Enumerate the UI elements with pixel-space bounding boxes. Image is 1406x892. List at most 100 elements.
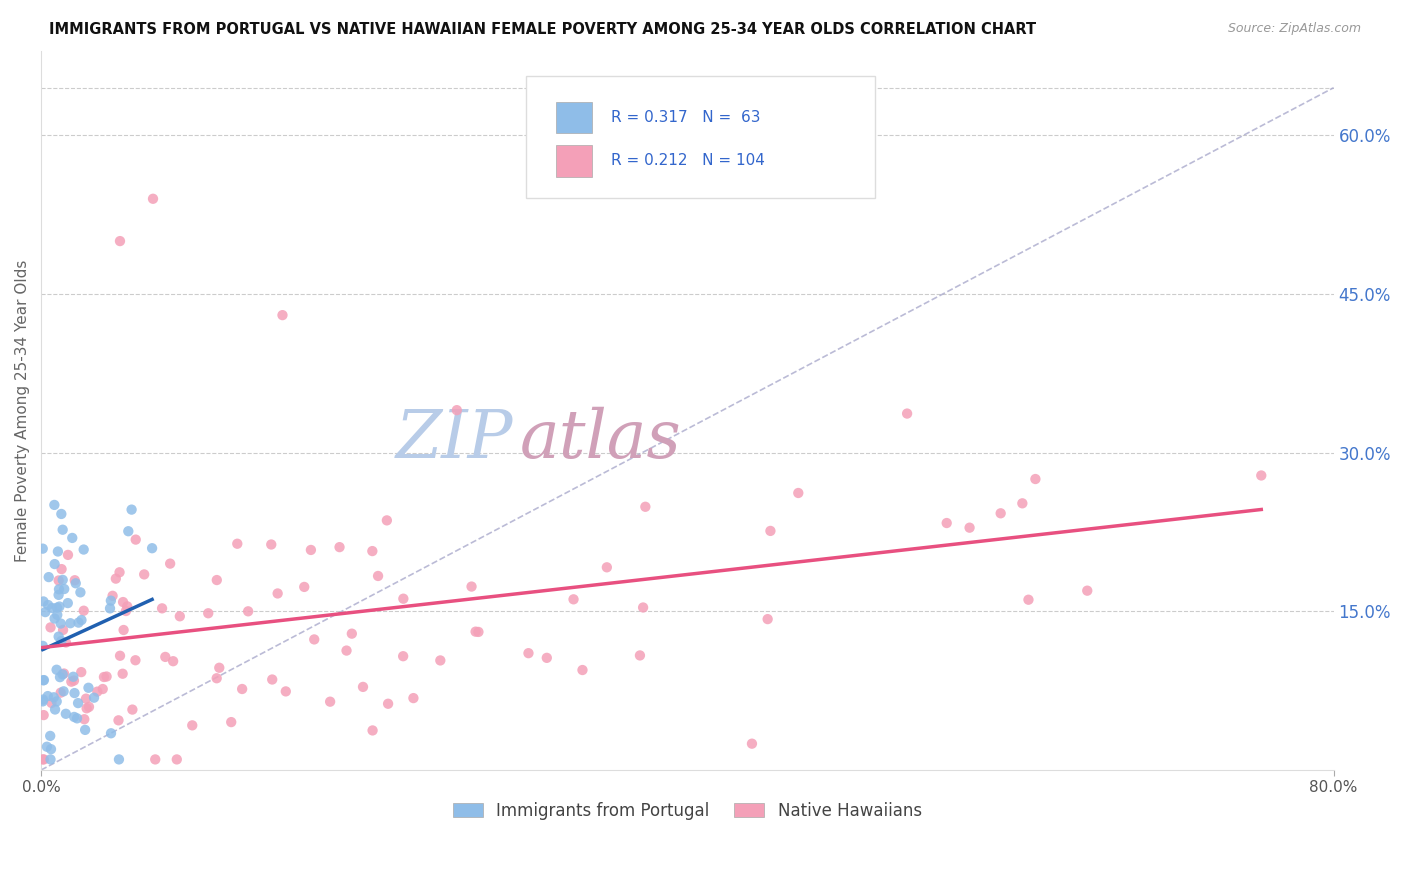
Point xyxy=(77,681,100,695)
Point xyxy=(32,594,55,608)
Point xyxy=(1076,583,1098,598)
Point xyxy=(34,605,56,619)
Point xyxy=(460,580,482,594)
Point xyxy=(166,752,188,766)
Point xyxy=(51,562,73,576)
Point xyxy=(446,403,468,417)
Point xyxy=(52,684,75,698)
Point xyxy=(631,600,654,615)
Point xyxy=(67,696,90,710)
Point xyxy=(117,524,139,539)
Text: atlas: atlas xyxy=(519,407,681,472)
Point xyxy=(31,541,53,556)
Point xyxy=(162,654,184,668)
Point xyxy=(108,648,131,663)
Point xyxy=(55,706,77,721)
Point xyxy=(896,407,918,421)
Text: ZIP: ZIP xyxy=(395,407,513,472)
Point xyxy=(39,742,62,756)
Y-axis label: Female Poverty Among 25-34 Year Olds: Female Poverty Among 25-34 Year Olds xyxy=(15,260,30,562)
Point xyxy=(115,599,138,614)
Text: Source: ZipAtlas.com: Source: ZipAtlas.com xyxy=(1227,22,1361,36)
Text: IMMIGRANTS FROM PORTUGAL VS NATIVE HAWAIIAN FEMALE POVERTY AMONG 25-34 YEAR OLDS: IMMIGRANTS FROM PORTUGAL VS NATIVE HAWAI… xyxy=(49,22,1036,37)
Point xyxy=(352,680,374,694)
Point xyxy=(392,649,415,664)
Point xyxy=(260,537,283,551)
Point xyxy=(53,582,76,596)
Point xyxy=(759,524,782,538)
Point xyxy=(48,588,70,602)
Point xyxy=(63,686,86,700)
Point xyxy=(38,570,60,584)
Point xyxy=(56,548,79,562)
Point xyxy=(51,634,73,648)
Point xyxy=(108,566,131,580)
Point xyxy=(142,192,165,206)
Point xyxy=(93,670,115,684)
Point xyxy=(75,723,97,737)
Point xyxy=(181,718,204,732)
Point xyxy=(1250,468,1272,483)
Point xyxy=(299,543,322,558)
Point xyxy=(1017,592,1039,607)
Point xyxy=(197,607,219,621)
Point xyxy=(205,671,228,685)
Point xyxy=(112,623,135,637)
Point xyxy=(262,673,284,687)
Point xyxy=(108,234,131,248)
Point xyxy=(226,537,249,551)
Point xyxy=(787,486,810,500)
Point xyxy=(596,560,619,574)
Point xyxy=(536,650,558,665)
Point xyxy=(271,308,294,322)
Point xyxy=(46,607,69,622)
Point xyxy=(125,533,148,547)
Point xyxy=(44,498,66,512)
Point xyxy=(49,616,72,631)
Point xyxy=(48,630,70,644)
Point xyxy=(634,500,657,514)
Point xyxy=(150,601,173,615)
Point xyxy=(73,542,96,557)
Point xyxy=(39,729,62,743)
Point xyxy=(205,573,228,587)
Point xyxy=(45,663,67,677)
Point xyxy=(124,653,146,667)
FancyBboxPatch shape xyxy=(555,102,592,134)
Point xyxy=(51,507,73,521)
Point xyxy=(741,737,763,751)
Point xyxy=(48,599,70,614)
Point xyxy=(628,648,651,663)
Point xyxy=(155,649,177,664)
Point xyxy=(319,695,342,709)
Point xyxy=(134,567,156,582)
Point xyxy=(112,595,135,609)
Point xyxy=(32,692,55,706)
Point xyxy=(108,752,131,766)
Point xyxy=(402,691,425,706)
Point xyxy=(41,696,63,710)
Point xyxy=(73,604,96,618)
Point xyxy=(53,666,76,681)
Point xyxy=(65,576,87,591)
Point xyxy=(1011,496,1033,510)
Point xyxy=(70,665,93,679)
Point xyxy=(1024,472,1046,486)
Point xyxy=(49,670,72,684)
Point xyxy=(76,701,98,715)
Point xyxy=(37,598,59,612)
Point xyxy=(52,667,75,681)
Point xyxy=(67,615,90,630)
Point xyxy=(83,690,105,705)
Point xyxy=(98,601,121,615)
Point xyxy=(59,616,82,631)
Point xyxy=(42,690,65,705)
Point xyxy=(46,600,69,615)
Point xyxy=(77,699,100,714)
Point xyxy=(100,726,122,740)
Point xyxy=(104,572,127,586)
Point xyxy=(52,573,75,587)
Point xyxy=(37,689,59,703)
Point xyxy=(121,502,143,516)
Point xyxy=(159,557,181,571)
